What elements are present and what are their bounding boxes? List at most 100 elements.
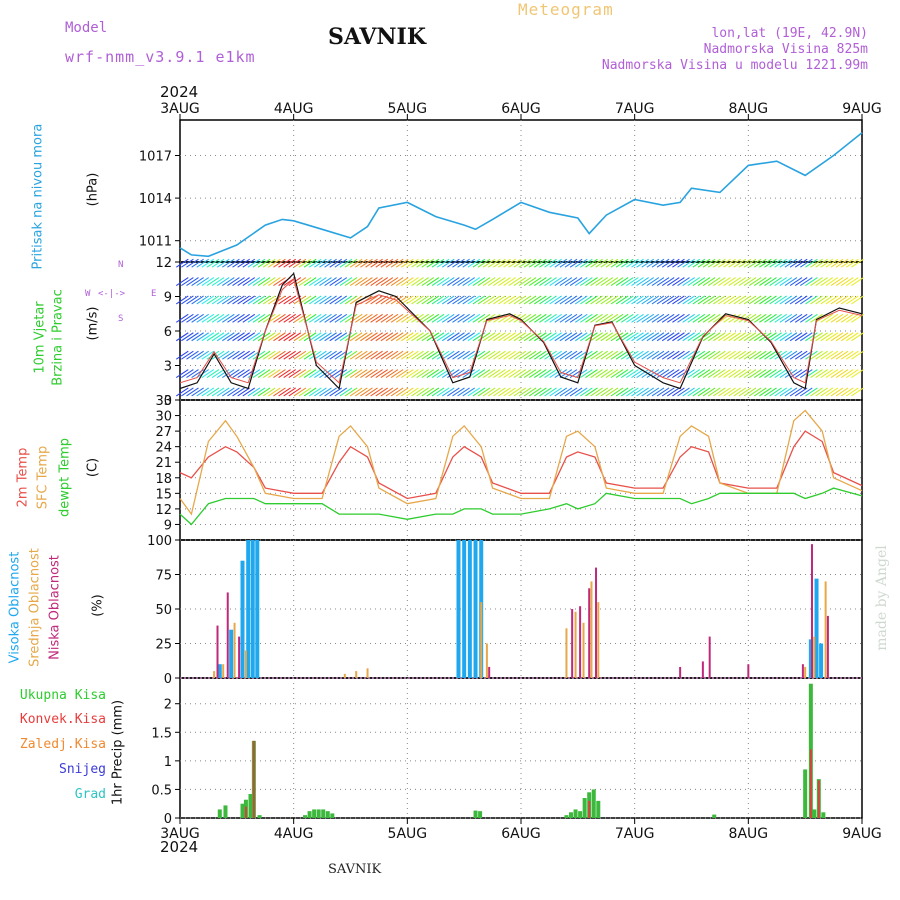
wind-barb <box>273 369 286 379</box>
wind-barb <box>585 369 598 379</box>
wind-barb <box>697 277 711 287</box>
wind-barb <box>702 332 716 342</box>
y-tick-label: 12 <box>155 256 172 271</box>
wind-barb <box>641 277 655 287</box>
wind-barb <box>544 258 557 268</box>
precip-total-bar <box>330 813 335 818</box>
wind-barb <box>380 332 394 342</box>
wind-barb <box>237 295 250 305</box>
lonlat-label: lon,lat (19E, 42.9N) <box>711 26 868 41</box>
wind-barb <box>631 277 644 287</box>
wind-barb <box>487 332 501 342</box>
wind-barb <box>411 350 424 360</box>
wind-barb <box>411 369 424 379</box>
wind-barb <box>222 332 235 342</box>
wind-barb <box>349 295 363 305</box>
wind-barb <box>257 369 271 379</box>
wind-barb <box>441 295 455 305</box>
wind-barb <box>406 258 419 268</box>
wind-barb <box>580 332 593 342</box>
wind-barb <box>549 332 562 342</box>
wind-barb <box>805 313 818 323</box>
wind-barb <box>222 258 235 268</box>
precip-conv-bar <box>588 800 591 818</box>
wind-barb <box>559 277 573 287</box>
cloud-high-bar <box>473 540 478 678</box>
cloud-mid-bar <box>480 602 483 678</box>
wind-barb <box>513 295 527 305</box>
wind-barb <box>523 387 537 397</box>
wind-barb <box>534 387 547 397</box>
wind-barb <box>764 387 777 397</box>
precip-total-bar <box>321 809 326 818</box>
wind-barb <box>646 332 660 342</box>
y-tick-label: 30 <box>155 410 172 425</box>
wind-barb <box>534 295 547 305</box>
wind-barb <box>273 387 286 397</box>
wind-barb <box>728 295 741 305</box>
wind-barb <box>252 258 266 268</box>
wind-barb <box>738 295 752 305</box>
wind-barb <box>846 350 859 360</box>
cloud-mid-bar <box>565 628 568 678</box>
wind-barb <box>840 332 854 342</box>
wind-barb <box>574 369 588 379</box>
wind-barb <box>677 313 690 323</box>
wind-barb <box>503 295 516 305</box>
wind-barb <box>728 387 741 397</box>
wind-barb <box>840 369 854 379</box>
wind-barb <box>319 387 332 397</box>
wind-barb <box>707 369 721 379</box>
wind-barb <box>349 350 363 360</box>
wind-barb <box>728 313 741 323</box>
wind-barb <box>252 387 266 397</box>
wind-barb <box>257 313 271 323</box>
wind-barb <box>656 350 670 360</box>
wind-barb <box>631 313 644 323</box>
wind-barb <box>431 277 445 287</box>
wind-barb <box>851 332 864 342</box>
wind-barb <box>830 258 844 268</box>
wind-barb <box>503 369 516 379</box>
wind-barb <box>636 277 649 287</box>
precip-total-bar <box>240 803 245 818</box>
precip-total-bar <box>596 800 601 818</box>
wind-barb <box>846 258 859 268</box>
wind-barb <box>595 313 609 323</box>
wind-barb <box>718 258 731 268</box>
wind-barb <box>651 350 665 360</box>
wind-barb <box>728 332 741 342</box>
wind-barb <box>687 387 701 397</box>
wind-barb <box>242 258 256 268</box>
wind-barb <box>487 258 501 268</box>
wind-barb <box>825 369 839 379</box>
wind-barb <box>559 350 573 360</box>
wind-barb <box>605 258 619 268</box>
wind-barb <box>605 387 619 397</box>
wind-barb <box>216 313 230 323</box>
wind-barb <box>534 332 547 342</box>
wind-barb <box>370 387 383 397</box>
wind-barb <box>503 387 516 397</box>
wind-barb <box>390 350 404 360</box>
wind-barb <box>186 387 199 397</box>
wind-barb <box>462 369 476 379</box>
wind-barb <box>590 350 603 360</box>
wind-barb <box>278 369 291 379</box>
wind-barb <box>518 369 532 379</box>
precip-total-bar <box>307 811 312 818</box>
wind-barb <box>472 387 486 397</box>
wind-barb <box>554 277 568 287</box>
wind-barb <box>308 369 322 379</box>
wind-barb <box>314 277 327 287</box>
wind-barb <box>799 332 813 342</box>
wind-barb <box>554 350 568 360</box>
wind-barb <box>707 313 721 323</box>
wind-barb <box>835 277 849 287</box>
precip-total-bar <box>217 809 222 818</box>
wind-barb <box>232 332 245 342</box>
y-tick-label: 0 <box>164 672 172 687</box>
wind-barb <box>789 350 803 360</box>
wind-barb <box>646 277 660 287</box>
wind-barb <box>462 295 476 305</box>
